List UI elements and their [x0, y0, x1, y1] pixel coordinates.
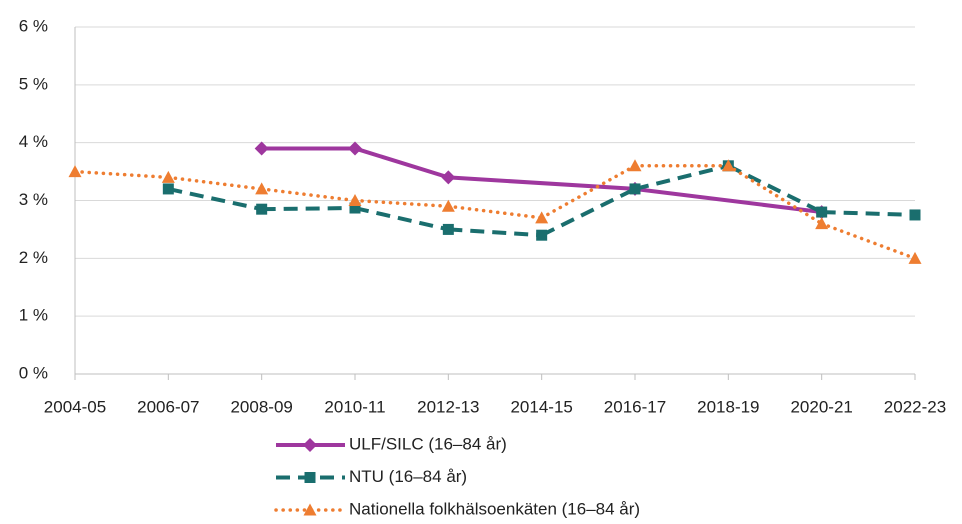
- marker: [68, 165, 82, 178]
- line-segment: [353, 198, 451, 209]
- marker: [441, 170, 456, 185]
- marker: [442, 223, 454, 235]
- marker: [441, 199, 455, 212]
- marker: [161, 170, 175, 183]
- y-tick-label: 2 %: [19, 248, 48, 267]
- marker: [254, 141, 269, 156]
- line-segment: [634, 186, 822, 215]
- y-tick-label: 6 %: [19, 16, 48, 35]
- x-tick-label: 2016-17: [604, 397, 666, 416]
- marker: [816, 206, 828, 218]
- marker: [628, 159, 642, 172]
- marker: [303, 503, 317, 516]
- line-segment: [261, 206, 356, 212]
- marker: [349, 202, 361, 214]
- y-tick-label: 0 %: [19, 363, 48, 382]
- x-tick-label: 2022-23: [884, 397, 946, 416]
- legend-label: ULF/SILC (16–84 år): [349, 434, 507, 453]
- marker: [629, 183, 641, 195]
- line-segment: [540, 187, 636, 237]
- x-tick-label: 2014-15: [510, 397, 572, 416]
- marker: [815, 217, 829, 230]
- line-segment: [73, 169, 171, 180]
- line-segment: [448, 175, 636, 191]
- marker: [162, 183, 174, 195]
- marker: [721, 159, 735, 172]
- marker: [348, 194, 362, 206]
- line-segment: [819, 221, 917, 261]
- marker: [303, 438, 317, 452]
- x-tick-label: 2004-05: [44, 397, 106, 416]
- line-segment: [354, 146, 449, 180]
- y-tick-label: 5 %: [19, 74, 48, 93]
- marker: [256, 203, 268, 215]
- y-tick-label: 1 %: [19, 306, 48, 325]
- marker: [304, 472, 316, 483]
- marker: [536, 229, 548, 241]
- marker: [348, 141, 362, 156]
- line-segment: [727, 164, 823, 214]
- line-segment: [259, 187, 357, 203]
- line-segment: [634, 163, 729, 191]
- x-tick-label: 2020-21: [790, 397, 852, 416]
- x-tick-label: 2018-19: [697, 397, 759, 416]
- x-tick-label: 2006-07: [137, 397, 199, 416]
- line-segment: [446, 204, 544, 220]
- legend-label: NTU (16–84 år): [349, 467, 467, 486]
- line-segment: [821, 210, 916, 217]
- marker: [535, 211, 549, 224]
- line-segment: [166, 175, 264, 191]
- x-tick-label: 2012-13: [417, 397, 479, 416]
- y-tick-label: 4 %: [19, 132, 48, 151]
- x-tick-label: 2008-09: [230, 397, 292, 416]
- y-tick-label: 3 %: [19, 190, 48, 209]
- x-tick-label: 2010-11: [324, 397, 385, 416]
- line-segment: [167, 186, 263, 212]
- marker: [255, 182, 269, 195]
- marker: [909, 209, 921, 221]
- marker: [908, 251, 922, 264]
- line-segment: [448, 227, 542, 238]
- line-segment: [354, 206, 449, 232]
- line-segment: [726, 164, 824, 226]
- legend-label: Nationella folkhälsoenkäten (16–84 år): [349, 499, 640, 518]
